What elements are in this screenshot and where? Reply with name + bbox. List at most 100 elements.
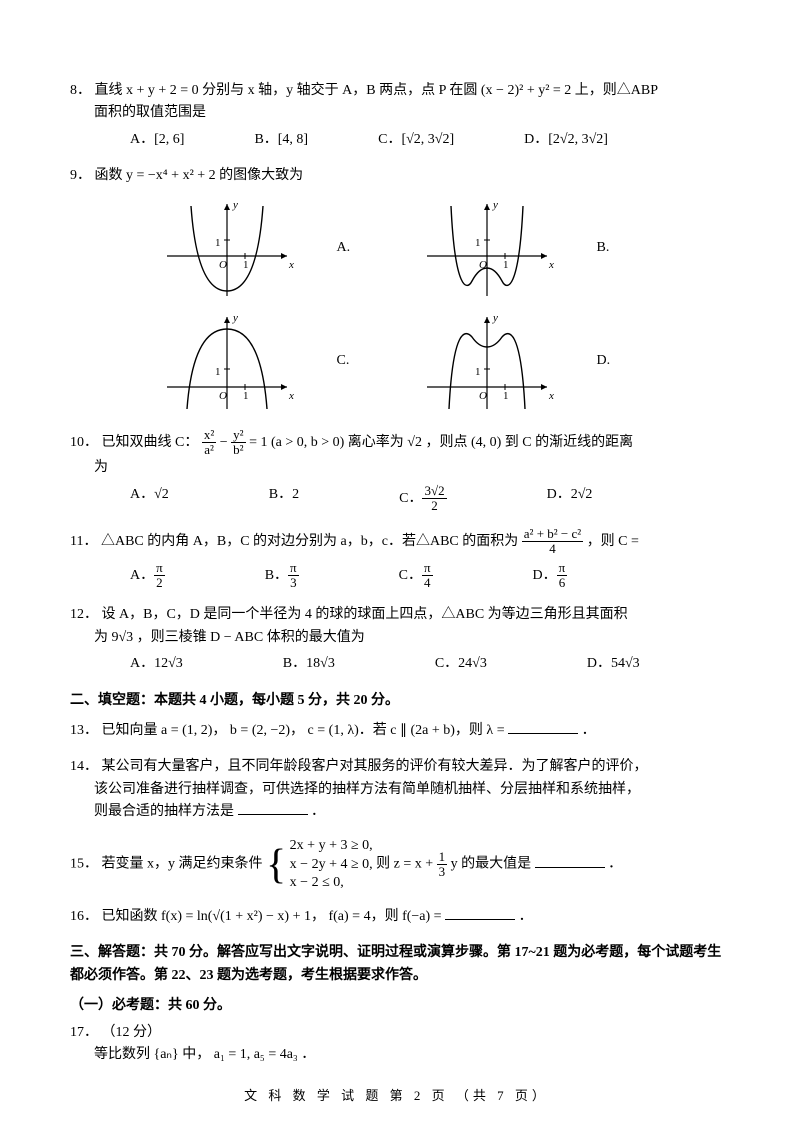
svg-text:1: 1 bbox=[243, 390, 249, 402]
q10-frac2: y²b² bbox=[231, 428, 245, 458]
q16-blank bbox=[445, 919, 515, 920]
q12-line2: 为 9√3 ，则三棱锥 D − ABC 体积的最大值为 bbox=[70, 627, 723, 649]
q11-number: 11． bbox=[70, 534, 97, 549]
q11-opt-d: D．π6 bbox=[533, 561, 568, 591]
q10-pre: 已知双曲线 C： bbox=[102, 435, 199, 450]
q10-mid1: − bbox=[220, 435, 231, 450]
q13-number: 13． bbox=[70, 723, 98, 738]
q8-opt-b: B．[4, 8] bbox=[254, 129, 308, 151]
q10-options: A．√2 B．2 C．3√22 D．2√2 bbox=[70, 484, 723, 514]
q12-opt-c: C．24√3 bbox=[435, 653, 487, 675]
q8-line1: 直线 x + y + 2 = 0 分别与 x 轴，y 轴交于 A，B 两点，点 … bbox=[95, 83, 659, 98]
section-3-title: 三、解答题：共 70 分。解答应写出文字说明、证明过程或演算步骤。第 17~21… bbox=[70, 942, 723, 987]
q15-post-pre: y 的最大值是 bbox=[451, 857, 532, 872]
q9-label-a: A. bbox=[337, 237, 377, 259]
q17-pts: （12 分） bbox=[102, 1025, 162, 1040]
svg-text:1: 1 bbox=[475, 237, 481, 249]
q11-opt-b: B．π3 bbox=[265, 561, 299, 591]
question-15: 15． 若变量 x，y 满足约束条件 { 2x + y + 3 ≥ 0, x −… bbox=[70, 837, 723, 892]
svg-text:y: y bbox=[232, 312, 238, 324]
q9-text: 函数 y = −x⁴ + x² + 2 的图像大致为 bbox=[95, 168, 304, 183]
section-2-title: 二、填空题：本题共 4 小题，每小题 5 分，共 20 分。 bbox=[70, 690, 723, 712]
svg-text:1: 1 bbox=[243, 259, 249, 271]
question-8: 8． 直线 x + y + 2 = 0 分别与 x 轴，y 轴交于 A，B 两点… bbox=[70, 80, 723, 151]
q15-pre: 若变量 x，y 满足约束条件 bbox=[102, 857, 267, 872]
svg-text:y: y bbox=[232, 199, 238, 211]
svg-text:1: 1 bbox=[215, 366, 221, 378]
question-9: 9． 函数 y = −x⁴ + x² + 2 的图像大致为 x y O 1 1 … bbox=[70, 165, 723, 413]
q16-number: 16． bbox=[70, 909, 98, 924]
svg-text:x: x bbox=[288, 259, 294, 271]
q9-graph-a: x y O 1 1 bbox=[157, 196, 297, 301]
q11-opt-a: A．π2 bbox=[130, 561, 165, 591]
q11-post: ，则 C = bbox=[587, 534, 639, 549]
question-10: 10． 已知双曲线 C： x²a² − y²b² = 1 (a > 0, b >… bbox=[70, 428, 723, 514]
svg-text:1: 1 bbox=[503, 259, 509, 271]
q11-pre: △ABC 的内角 A，B，C 的对边分别为 a，b，c．若△ABC 的面积为 bbox=[101, 534, 522, 549]
q8-options: A．[2, 6] B．[4, 8] C．[√2, 3√2] D．[2√2, 3√… bbox=[70, 129, 723, 151]
q12-opt-d: D．54√3 bbox=[587, 653, 640, 675]
question-14: 14． 某公司有大量客户，且不同年龄段客户对其服务的评价有较大差异．为了解客户的… bbox=[70, 756, 723, 823]
q9-label-b: B. bbox=[597, 237, 637, 259]
q12-options: A．12√3 B．18√3 C．24√3 D．54√3 bbox=[70, 653, 723, 675]
q8-opt-c: C．[√2, 3√2] bbox=[378, 129, 454, 151]
question-13: 13． 已知向量 a = (1, 2)， b = (2, −2)， c = (1… bbox=[70, 720, 723, 742]
q9-row1: x y O 1 1 A. x y O 1 1 B. bbox=[70, 196, 723, 301]
question-17: 17． （12 分） 等比数列 {aₙ} 中， a₁ = 1, a₅ = 4a₃… bbox=[70, 1022, 723, 1067]
svg-text:1: 1 bbox=[215, 237, 221, 249]
question-16: 16． 已知函数 f(x) = ln(√(1 + x²) − x) + 1， f… bbox=[70, 906, 723, 928]
q10-number: 10． bbox=[70, 435, 98, 450]
q15-blank bbox=[535, 867, 605, 868]
q10-opt-d: D．2√2 bbox=[547, 484, 593, 514]
q9-label-c: C. bbox=[337, 350, 377, 372]
brace-icon: { bbox=[266, 844, 286, 886]
q10-line2: 为 bbox=[70, 457, 723, 479]
q8-number: 8． bbox=[70, 83, 91, 98]
q13-text: 已知向量 a = (1, 2)， b = (2, −2)， c = (1, λ)… bbox=[102, 723, 509, 738]
subsection-1: （一）必考题：共 60 分。 bbox=[70, 995, 723, 1017]
q12-number: 12． bbox=[70, 607, 98, 622]
q9-row2: x y O 1 1 C. x y O 1 1 D. bbox=[70, 309, 723, 414]
q11-options: A．π2 B．π3 C．π4 D．π6 bbox=[70, 561, 723, 591]
q16-post: ． bbox=[519, 909, 533, 924]
q14-blank bbox=[238, 814, 308, 815]
q8-opt-d: D．[2√2, 3√2] bbox=[524, 129, 608, 151]
svg-text:O: O bbox=[479, 390, 487, 402]
question-12: 12． 设 A，B，C，D 是同一个半径为 4 的球的球面上四点，△ABC 为等… bbox=[70, 604, 723, 675]
q10-opt-c: C．3√22 bbox=[399, 484, 446, 514]
svg-text:y: y bbox=[492, 199, 498, 211]
q17-text: 等比数列 {aₙ} 中， a₁ = 1, a₅ = 4a₃ ． bbox=[70, 1044, 723, 1066]
q15-frac: 13 bbox=[437, 850, 448, 880]
svg-text:O: O bbox=[219, 390, 227, 402]
q9-graph-b: x y O 1 1 bbox=[417, 196, 557, 301]
q11-frac: a² + b² − c²4 bbox=[522, 527, 583, 557]
q12-line1: 设 A，B，C，D 是同一个半径为 4 的球的球面上四点，△ABC 为等边三角形… bbox=[102, 607, 628, 622]
q15-cases: 2x + y + 3 ≥ 0, x − 2y + 4 ≥ 0, x − 2 ≤ … bbox=[290, 837, 373, 892]
question-11: 11． △ABC 的内角 A，B，C 的对边分别为 a，b，c．若△ABC 的面… bbox=[70, 527, 723, 590]
q17-number: 17． bbox=[70, 1025, 98, 1040]
svg-text:1: 1 bbox=[503, 390, 509, 402]
q14-l3: 则最合适的抽样方法是 ． bbox=[70, 801, 723, 823]
q8-opt-a: A．[2, 6] bbox=[130, 129, 184, 151]
svg-text:x: x bbox=[548, 390, 554, 402]
q14-l2: 该公司准备进行抽样调查，可供选择的抽样方法有简单随机抽样、分层抽样和系统抽样， bbox=[70, 779, 723, 801]
q9-graph-d: x y O 1 1 bbox=[417, 309, 557, 414]
q12-opt-a: A．12√3 bbox=[130, 653, 183, 675]
q15-number: 15． bbox=[70, 857, 98, 872]
q9-number: 9． bbox=[70, 168, 91, 183]
q15-mid: 则 z = x + bbox=[376, 857, 437, 872]
q10-opt-a: A．√2 bbox=[130, 484, 169, 514]
svg-text:1: 1 bbox=[475, 366, 481, 378]
q10-post: = 1 (a > 0, b > 0) 离心率为 √2 ，则点 (4, 0) 到 … bbox=[249, 435, 633, 450]
q10-frac1: x²a² bbox=[202, 428, 216, 458]
q9-graph-c: x y O 1 1 bbox=[157, 309, 297, 414]
q9-label-d: D. bbox=[597, 350, 637, 372]
q11-opt-c: C．π4 bbox=[399, 561, 433, 591]
q13-post: ． bbox=[582, 723, 596, 738]
page-footer: 文 科 数 学 试 题 第 2 页 （共 7 页） bbox=[70, 1086, 723, 1107]
q12-opt-b: B．18√3 bbox=[283, 653, 335, 675]
svg-text:y: y bbox=[492, 312, 498, 324]
q14-l1: 某公司有大量客户，且不同年龄段客户对其服务的评价有较大差异．为了解客户的评价， bbox=[102, 759, 648, 774]
q14-number: 14． bbox=[70, 759, 98, 774]
q16-text: 已知函数 f(x) = ln(√(1 + x²) − x) + 1， f(a) … bbox=[102, 909, 446, 924]
